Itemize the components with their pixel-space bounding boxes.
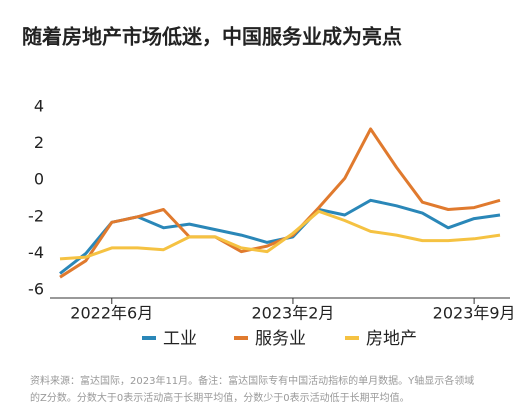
series-line (59, 127, 501, 279)
y-tick-label: 2 (34, 133, 44, 152)
legend-label: 工业 (163, 329, 197, 349)
note: 的Z分数。分数大于0表示活动高于长期平均值，分数少于0表示活动低于长期平均值。 (30, 391, 410, 404)
x-tick-label: 2023年9月 (433, 304, 516, 323)
chart-title: 随着房地产市场低迷，中国服务业成为亮点 (22, 25, 402, 49)
note: 资料来源：富达国际，2023年11月。备注：富达国际专有中国活动指标的单月数据。… (30, 374, 474, 387)
y-tick-label: 4 (34, 97, 44, 116)
series-line (59, 198, 501, 275)
y-tick-label: -6 (28, 280, 44, 299)
x-tick-label: 2023年2月 (251, 304, 334, 323)
legend-label: 房地产 (366, 329, 417, 349)
y-tick-label: -2 (28, 206, 44, 225)
y-tick-label: -4 (28, 243, 44, 262)
y-tick-label: 0 (34, 170, 44, 189)
legend-label: 服务业 (255, 329, 306, 349)
x-tick-label: 2022年6月 (70, 304, 153, 323)
series-line (59, 209, 501, 261)
